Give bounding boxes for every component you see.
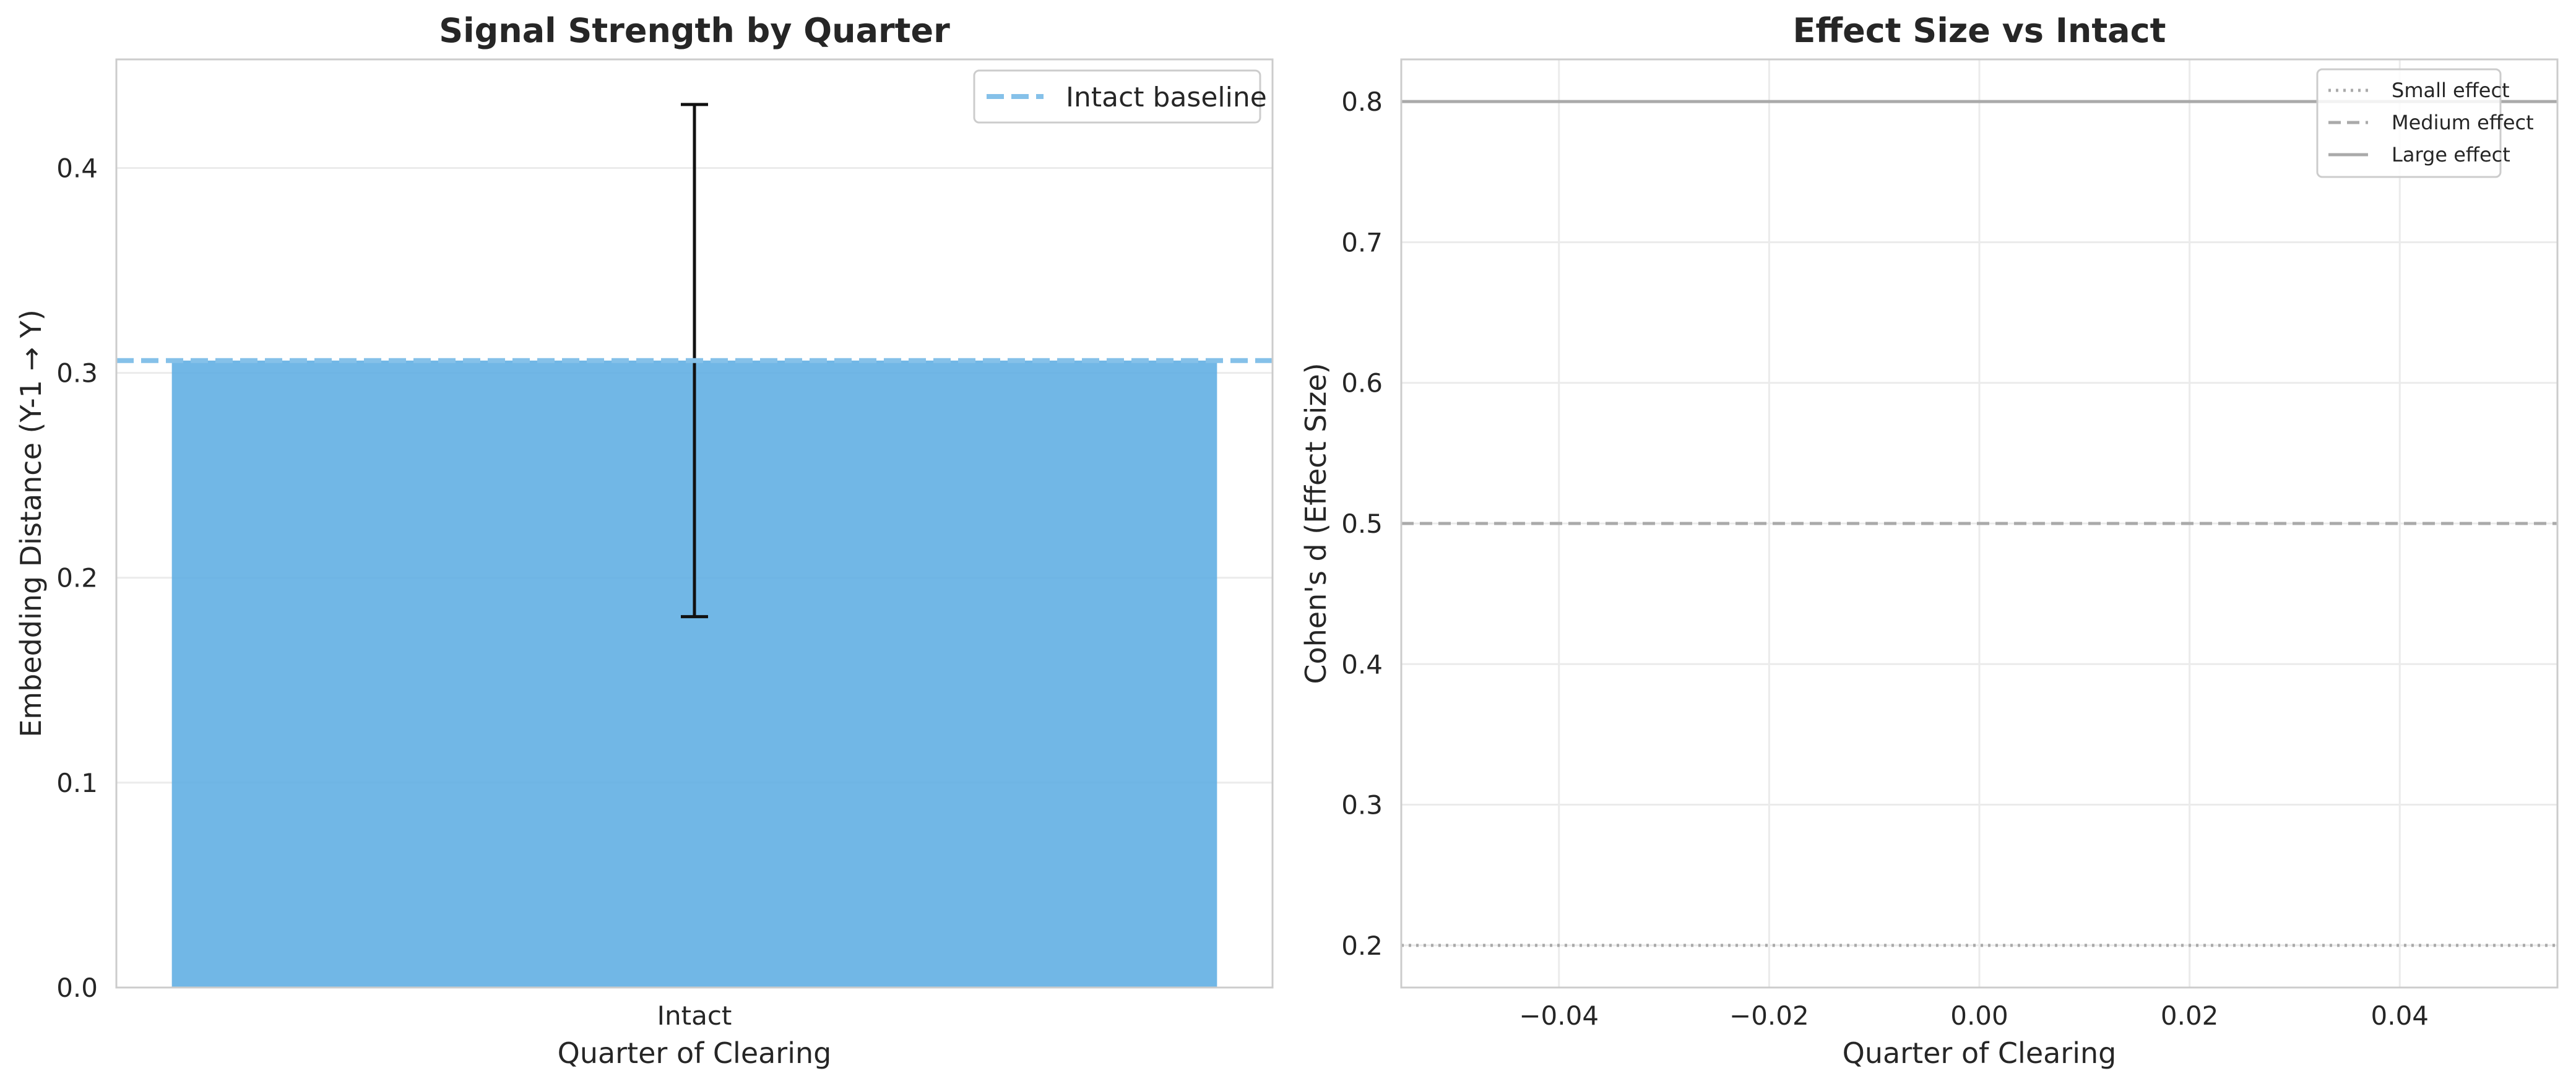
plot-frame bbox=[115, 58, 1274, 989]
y-tick-label: 0.4 bbox=[1341, 649, 1383, 679]
y-tick-label: 0.3 bbox=[1341, 790, 1383, 820]
x-tick-label: 0.04 bbox=[2371, 1001, 2429, 1031]
x-tick-label: 0.02 bbox=[2161, 1001, 2219, 1031]
legend-label-intact-baseline: Intact baseline bbox=[1066, 82, 1267, 113]
y-tick-labels: 0.0 0.1 0.2 0.3 0.4 bbox=[56, 153, 98, 1003]
y-tick-label: 0.2 bbox=[56, 563, 98, 593]
legend-label-small-effect: Small effect bbox=[2392, 79, 2510, 102]
x-tick-label: −0.02 bbox=[1729, 1001, 1809, 1031]
plot-frame bbox=[1400, 58, 2559, 989]
x-axis-label: Quarter of Clearing bbox=[558, 1036, 832, 1070]
legend: Small effect Medium effect Large effect bbox=[2316, 68, 2534, 178]
x-tick-labels: Intact bbox=[657, 1001, 732, 1031]
y-tick-label: 0.3 bbox=[56, 358, 98, 389]
y-tick-label: 0.0 bbox=[56, 973, 98, 1003]
legend-label-large-effect: Large effect bbox=[2392, 143, 2510, 166]
chart-title: Signal Strength by Quarter bbox=[439, 11, 950, 50]
legend-frame bbox=[973, 69, 1261, 124]
y-tick-label: 0.6 bbox=[1341, 368, 1383, 398]
legend-label-medium-effect: Medium effect bbox=[2392, 111, 2534, 134]
y-tick-label: 0.5 bbox=[1341, 509, 1383, 539]
chart-title: Effect Size vs Intact bbox=[1793, 11, 2166, 50]
y-axis-label: Cohen's d (Effect Size) bbox=[1299, 363, 1333, 684]
x-tick-labels: −0.04 −0.02 0.00 0.02 0.04 bbox=[1519, 1001, 2429, 1031]
x-tick-label: −0.04 bbox=[1519, 1001, 1599, 1031]
x-tick-label: 0.00 bbox=[1950, 1001, 2008, 1031]
y-tick-label: 0.8 bbox=[1341, 87, 1383, 117]
y-tick-label: 0.1 bbox=[56, 768, 98, 798]
x-tick-label: Intact bbox=[657, 1001, 732, 1031]
chart-panel-effect-size: 0.2 0.3 0.4 0.5 0.6 0.7 0.8 −0.04 −0.02 0.00 0.02… bbox=[1299, 11, 2559, 1070]
chart-panel-signal-strength: 0.0 0.1 0.2 0.3 0.4 Intact Signal Strength b… bbox=[14, 11, 1274, 1070]
y-axis-label: Embedding Distance (Y-1 → Y) bbox=[14, 309, 48, 738]
y-tick-label: 0.7 bbox=[1341, 227, 1383, 257]
legend-frame bbox=[2316, 68, 2502, 178]
x-axis-label: Quarter of Clearing bbox=[1843, 1036, 2117, 1070]
y-tick-label: 0.4 bbox=[56, 153, 98, 183]
y-tick-label: 0.2 bbox=[1341, 931, 1383, 961]
legend: Intact baseline bbox=[973, 69, 1267, 124]
y-tick-labels: 0.2 0.3 0.4 0.5 0.6 0.7 0.8 bbox=[1341, 87, 1383, 961]
